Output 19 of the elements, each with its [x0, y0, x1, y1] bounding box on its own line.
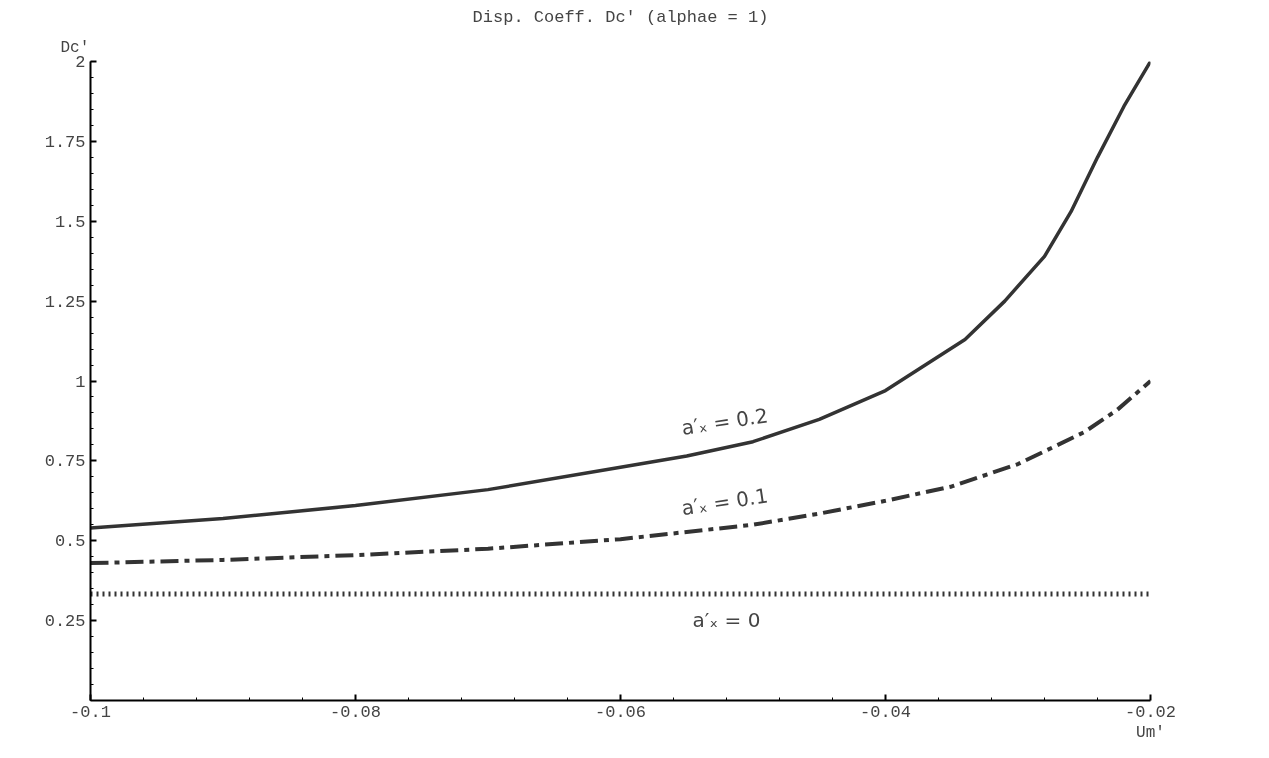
y-tick-label: 1.25	[44, 292, 86, 312]
y-tick-label: 0.75	[44, 452, 86, 472]
x-tick-label: -0.08	[330, 702, 382, 722]
chart-title: Disp. Coeff. Dc′ (alphae = 1)	[472, 7, 769, 27]
annotation: a′ₓ = 0	[692, 608, 761, 633]
x-tick-label: -0.02	[1125, 702, 1177, 722]
y-tick-label: 1.5	[54, 212, 86, 232]
line-series	[90, 379, 1151, 566]
x-tick-label: -0.04	[860, 702, 912, 722]
y-tick-label: 0.25	[44, 612, 86, 632]
y-tick-label: 1	[75, 372, 86, 392]
annotation: a′ₓ = 0.2	[679, 403, 770, 440]
y-tick-label: 0.5	[54, 532, 86, 552]
x-axis-title: Um′	[1136, 723, 1165, 742]
line-series	[90, 61, 1151, 530]
x-tick-label: -0.1	[70, 702, 111, 722]
x-tick-label: -0.06	[595, 702, 647, 722]
annotation: a′ₓ = 0.1	[679, 483, 770, 521]
y-tick-label: 1.75	[44, 132, 86, 152]
